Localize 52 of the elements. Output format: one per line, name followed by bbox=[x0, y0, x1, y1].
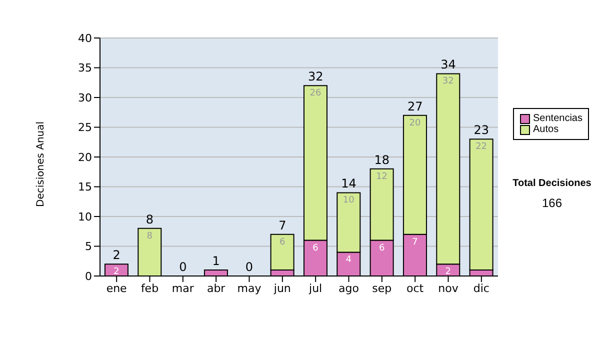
x-tick-label: dic bbox=[473, 282, 490, 295]
x-tick-label: abr bbox=[206, 282, 226, 295]
text: Total Decisiones bbox=[512, 178, 592, 189]
y-tick-label: 15 bbox=[78, 180, 92, 194]
total-label: 2 bbox=[112, 248, 120, 262]
y-tick-label: 0 bbox=[85, 270, 92, 283]
total-label: 23 bbox=[474, 123, 490, 138]
y-tick-label: 25 bbox=[78, 121, 92, 134]
data-label: 10 bbox=[342, 196, 355, 206]
data-label: 4 bbox=[346, 255, 352, 266]
x-tick-label: nov bbox=[438, 282, 459, 295]
data-label: 26 bbox=[310, 88, 322, 99]
legend-label: Autos bbox=[533, 124, 559, 135]
data-label: 6 bbox=[279, 237, 286, 248]
x-tick-label: may bbox=[237, 282, 262, 295]
data-label: 12 bbox=[376, 172, 388, 182]
total-label: 34 bbox=[440, 58, 456, 72]
y-tick-label: 5 bbox=[85, 240, 92, 254]
total-label: 7 bbox=[278, 218, 286, 232]
total-label: 27 bbox=[407, 99, 423, 114]
data-label: 20 bbox=[409, 118, 421, 128]
x-tick-label: jun bbox=[272, 282, 291, 295]
total-label: 32 bbox=[308, 70, 324, 84]
data-label: 7 bbox=[412, 237, 418, 248]
total-label: 1 bbox=[212, 254, 220, 268]
total-label: 0 bbox=[179, 260, 187, 274]
x-tick-label: jul bbox=[308, 282, 322, 295]
x-tick-label: ago bbox=[338, 282, 360, 295]
x-tick-label: mar bbox=[172, 282, 194, 295]
data-label: 6 bbox=[378, 243, 385, 254]
data-label: 22 bbox=[476, 142, 488, 152]
data-label: 6 bbox=[312, 243, 319, 254]
x-tick-label: feb bbox=[140, 282, 159, 295]
x-tick-label: ene bbox=[106, 282, 128, 295]
y-tick-label: 10 bbox=[78, 210, 92, 224]
data-label: 8 bbox=[146, 231, 153, 242]
data-label: 2 bbox=[445, 267, 452, 278]
y-tick-label: 30 bbox=[78, 91, 92, 104]
text: 166 bbox=[540, 196, 564, 210]
data-label: 32 bbox=[442, 76, 454, 87]
y-tick-label: 40 bbox=[78, 32, 92, 45]
total-label: 0 bbox=[245, 260, 254, 274]
y-tick-label: 35 bbox=[78, 62, 92, 75]
y-axis-title: Decisiones Anual bbox=[36, 121, 47, 207]
x-tick-label: sep bbox=[372, 282, 392, 295]
legend-label: Sentencias bbox=[533, 113, 582, 124]
x-tick-label: oct bbox=[406, 282, 424, 295]
data-label: 2 bbox=[114, 267, 120, 278]
total-label: 8 bbox=[146, 212, 154, 226]
total-label: 18 bbox=[374, 152, 390, 167]
total-label: 14 bbox=[341, 176, 356, 191]
y-tick-label: 20 bbox=[78, 150, 92, 164]
